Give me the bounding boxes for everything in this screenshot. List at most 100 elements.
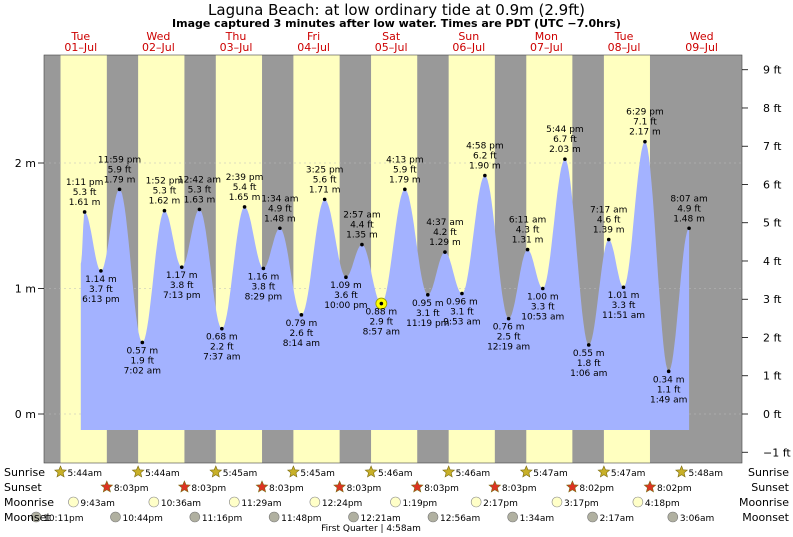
y-right-tick-label: 6 ft	[763, 178, 782, 191]
moonset-time: 11:48pm	[281, 514, 321, 524]
chart-subtitle: Image captured 3 minutes after low water…	[172, 17, 621, 30]
tide-meters-label: 1.35 m	[346, 231, 378, 241]
moonset-event: 10:11pm	[30, 511, 84, 524]
moonset-icon	[348, 511, 359, 523]
day-name-label: Sun	[458, 30, 479, 43]
tide-time-label: 11:51 am	[602, 311, 645, 321]
moonset-icon	[189, 511, 201, 523]
tide-feet-label: 3.7 ft	[89, 285, 113, 295]
tide-point	[197, 207, 202, 212]
y-left-tick-label: 0 m	[15, 408, 36, 421]
sunset-event: 8:03pm	[255, 480, 304, 494]
tide-time-label: 7:17 am	[590, 206, 627, 216]
moonset-time: 12:21am	[361, 514, 401, 524]
day-date-label: 09–Jul	[685, 41, 718, 54]
moonset-event: 10:44pm	[110, 511, 163, 524]
tide-meters-label: 1.01 m	[608, 291, 640, 301]
tide-time-label: 7:37 am	[203, 353, 240, 363]
tide-feet-label: 4.4 ft	[350, 221, 374, 231]
moonrise-time: 10:36am	[161, 499, 201, 509]
sunrise-time: 5:44am	[68, 469, 103, 479]
tide-time-label: 2:39 pm	[226, 173, 264, 183]
tide-point	[606, 237, 611, 242]
tide-meters-label: 1.71 m	[309, 185, 341, 195]
y-right-tick-label: 1 ft	[763, 370, 782, 383]
tide-meters-label: 1.09 m	[330, 281, 362, 291]
moonrise-time: 2:17pm	[483, 499, 518, 509]
low-tide-marker: 0.34 m1.1 ft1:49 am	[650, 369, 687, 405]
tide-point	[360, 242, 364, 247]
sunrise-icon	[54, 465, 67, 478]
moonset-icon	[110, 511, 121, 523]
tide-time-label: 1:52 pm	[146, 177, 184, 187]
tide-feet-label: 6.2 ft	[473, 152, 497, 162]
tide-meters-label: 0.34 m	[653, 375, 685, 385]
moonrise-icon	[309, 496, 321, 508]
moonset-time: 1:34am	[520, 514, 555, 524]
moonrise-icon	[632, 496, 644, 508]
plot-frame	[43, 54, 743, 464]
y-right-tick-label: 0 ft	[763, 408, 782, 421]
moonrise-time: 4:18pm	[645, 499, 680, 509]
low-tide-marker: 0.55 m1.8 ft1:06 am	[570, 343, 607, 379]
moonrise-row-label-right: Moonrise	[739, 496, 789, 509]
tide-feet-label: 2.5 ft	[497, 333, 521, 343]
day-name-label: Wed	[690, 30, 714, 43]
sunrise-icon	[442, 465, 456, 478]
tide-meters-label: 2.17 m	[629, 128, 661, 138]
day-date-label: 06–Jul	[452, 41, 485, 54]
sunrise-icon	[519, 465, 533, 478]
tide-time-label: 1:34 am	[261, 194, 298, 204]
sunset-time: 8:03pm	[502, 484, 537, 494]
moonrise-event: 3:17pm	[551, 496, 599, 509]
y-right-tick-label: 3 ft	[763, 293, 782, 306]
sunrise-icon	[675, 465, 689, 478]
tide-feet-label: 4.3 ft	[516, 226, 540, 236]
tide-point	[162, 208, 167, 213]
tide-point	[586, 343, 591, 347]
sunset-time: 8:03pm	[191, 484, 226, 494]
high-tide-marker: 4:58 pm6.2 ft1.90 m	[466, 142, 504, 178]
low-tide-marker: 0.88 m2.9 ft8:57 am	[363, 297, 400, 338]
day-date-label: 08–Jul	[608, 41, 641, 54]
moonrise-time: 11:29am	[241, 499, 281, 509]
day-name-label: Fri	[307, 30, 320, 43]
tide-feet-label: 1.1 ft	[657, 385, 681, 395]
sunset-row-label-left: Sunset	[4, 481, 42, 494]
tide-time-label: 8:07 am	[670, 194, 707, 204]
tide-meters-label: 1.79 m	[104, 175, 136, 185]
sunset-icon	[410, 480, 424, 493]
tide-feet-label: 2.9 ft	[369, 318, 393, 328]
sunrise-event: 5:45am	[209, 465, 257, 479]
tide-feet-label: 4.6 ft	[597, 216, 621, 226]
tide-meters-label: 1.63 m	[184, 195, 216, 205]
day-date-label: 07–Jul	[530, 41, 563, 54]
moonset-time: 10:11pm	[43, 514, 83, 524]
tide-time-label: 7:02 am	[124, 366, 161, 376]
tide-time-label: 12:19 am	[487, 343, 530, 353]
moonrise-event: 2:17pm	[470, 496, 518, 509]
tide-point	[344, 275, 348, 280]
sunrise-time: 5:46am	[456, 469, 491, 479]
tide-point	[666, 369, 671, 374]
sunset-row-label-right: Sunset	[751, 481, 789, 494]
tide-time-label: 1:49 am	[650, 395, 687, 405]
day-date-label: 04–Jul	[297, 41, 330, 54]
tide-point	[643, 139, 647, 144]
tide-feet-label: 3.3 ft	[612, 301, 636, 311]
day-date-label: 03–Jul	[220, 41, 253, 54]
high-tide-marker: 1:11 pm5.3 ft1.61 m	[66, 178, 103, 214]
moonset-event: 1:34am	[507, 511, 555, 524]
sunrise-icon	[131, 465, 145, 478]
low-tide-marker: 0.68 m2.2 ft7:37 am	[203, 326, 241, 363]
moonrise-icon	[551, 496, 563, 508]
high-tide-marker: 5:44 pm6.7 ft2.03 m	[546, 125, 584, 162]
tide-time-label: 8:29 pm	[245, 292, 283, 302]
y-left-tick-label: 2 m	[15, 157, 36, 170]
tide-time-label: 6:11 am	[509, 216, 546, 226]
tide-meters-label: 1.00 m	[527, 293, 559, 303]
moonrise-time: 12:24pm	[322, 499, 362, 509]
tide-meters-label: 0.55 m	[573, 349, 605, 359]
moonset-time: 2:17am	[600, 514, 635, 524]
